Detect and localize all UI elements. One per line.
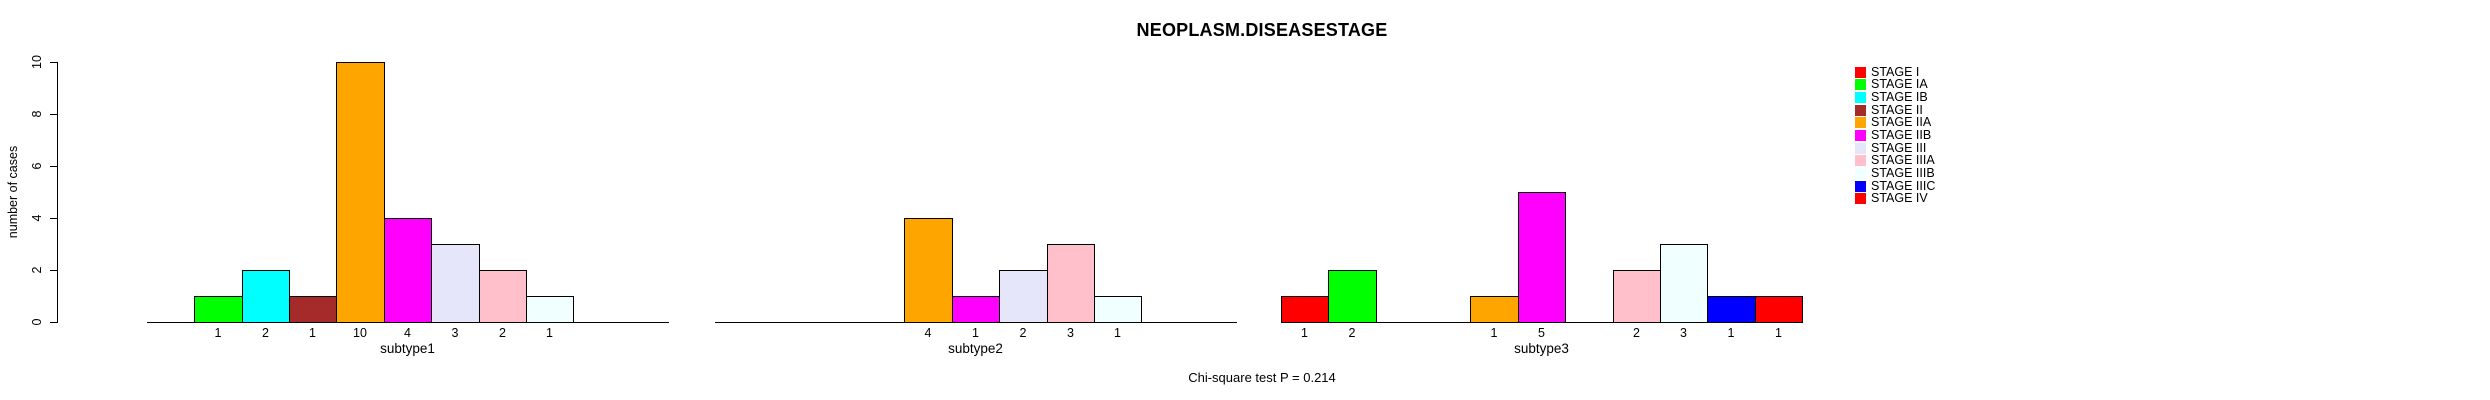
bar-stage-iv (1755, 296, 1803, 323)
y-tick-label: 4 (30, 214, 44, 222)
legend: STAGE I STAGE IA STAGE IB STAGE II STAGE IIA… (1855, 66, 1935, 205)
bar-value-label: 1 (1301, 326, 1308, 340)
y-tick-label: 2 (30, 266, 44, 274)
bar-value-label: 1 (1775, 326, 1782, 340)
bar-value-label: 2 (1348, 326, 1356, 340)
legend-swatch (1855, 79, 1866, 91)
bar-stage-ii (289, 296, 337, 323)
chart-title: NEOPLASM.DISEASESTAGE (1136, 20, 1388, 40)
bar-value-label: 3 (451, 326, 459, 340)
legend-swatch (1855, 92, 1866, 104)
bar-stage-ib (242, 270, 290, 323)
bar-value-label: 10 (353, 326, 367, 340)
bar-stage-iiib (526, 296, 574, 323)
bar-stage-iiib (1660, 244, 1708, 323)
bar-stage-iia (1470, 296, 1519, 323)
y-axis-line (57, 62, 58, 323)
legend-entry: STAGE III (1855, 142, 1935, 155)
bar-stage-ia (194, 296, 243, 323)
bar-stage-iib (952, 296, 1000, 323)
bar-stage-iiic (1707, 296, 1756, 323)
legend-entry: STAGE IIIA (1855, 153, 1935, 168)
bar-value-label: 2 (1019, 326, 1027, 340)
bar-stage-iib (1518, 192, 1566, 323)
legend-swatch (1855, 142, 1866, 154)
legend-swatch (1855, 130, 1866, 142)
legend-label: STAGE IA (1871, 77, 1928, 92)
bar-stage-iii (999, 270, 1048, 323)
legend-entry: STAGE IIB (1855, 129, 1935, 142)
y-tick-label: 0 (30, 318, 44, 326)
bar-value-label: 1 (1114, 326, 1121, 340)
bar-stage-iia (904, 218, 953, 323)
legend-swatch (1855, 155, 1866, 167)
y-tick-label: 10 (30, 55, 44, 69)
bar-value-label: 4 (404, 326, 411, 340)
y-tick (50, 322, 57, 323)
y-tick-label: 6 (30, 162, 44, 170)
legend-entry: STAGE IB (1855, 91, 1935, 104)
bar-value-label: 2 (262, 326, 269, 340)
legend-label: STAGE I (1871, 64, 1920, 79)
legend-label: STAGE IIB (1871, 128, 1932, 143)
chi-square-annotation: Chi-square test P = 0.214 (1188, 370, 1336, 385)
bar-value-label: 1 (309, 326, 316, 340)
x-axis-title: subtype1 (380, 341, 435, 356)
legend-label: STAGE IIIA (1871, 153, 1935, 168)
bar-value-label: 1 (546, 326, 553, 340)
bar-stage-iii (431, 244, 480, 323)
bar-value-label: 1 (1490, 326, 1498, 340)
legend-label: STAGE IIIC (1871, 178, 1936, 193)
y-tick-label: 8 (30, 110, 44, 118)
legend-label: STAGE IB (1871, 90, 1928, 105)
legend-label: STAGE IIA (1871, 115, 1932, 130)
bar-value-label: 2 (499, 326, 506, 340)
bar-value-label: 2 (1633, 326, 1640, 340)
bar-value-label: 3 (1680, 326, 1687, 340)
legend-label: STAGE II (1871, 102, 1923, 117)
bar-value-label: 4 (924, 326, 932, 340)
x-axis-title: subtype2 (948, 341, 1003, 356)
legend-swatch (1855, 117, 1866, 129)
legend-entry: STAGE IA (1855, 77, 1935, 92)
legend-swatch (1855, 104, 1866, 116)
y-tick (50, 218, 57, 219)
y-tick (50, 270, 57, 271)
legend-swatch (1855, 193, 1866, 205)
bar-value-label: 1 (972, 326, 979, 340)
legend-swatch (1855, 168, 1866, 180)
y-axis-label: number of cases (6, 145, 20, 239)
legend-entry: STAGE I (1855, 66, 1935, 79)
bar-stage-iiia (479, 270, 527, 323)
bar-stage-ia (1328, 270, 1377, 323)
bar-stage-iiia (1047, 244, 1095, 323)
x-axis-title: subtype3 (1514, 341, 1569, 356)
bar-value-label: 1 (214, 326, 222, 340)
bar-stage-i (1281, 296, 1329, 323)
legend-entry: STAGE II (1855, 104, 1935, 117)
bar-value-label: 3 (1067, 326, 1074, 340)
legend-label: STAGE IIIB (1871, 166, 1935, 181)
y-tick (50, 114, 57, 115)
y-tick (50, 62, 57, 63)
bar-stage-iia (336, 62, 385, 323)
legend-label: STAGE IV (1871, 191, 1928, 206)
legend-entry: STAGE IIA (1855, 115, 1935, 130)
legend-label: STAGE III (1871, 140, 1927, 155)
bar-stage-iiia (1613, 270, 1661, 323)
bar-stage-iiib (1094, 296, 1142, 323)
legend-swatch (1855, 66, 1866, 78)
bar-value-label: 5 (1538, 326, 1545, 340)
legend-entry: STAGE IV (1855, 191, 1935, 206)
legend-entry: STAGE IIIB (1855, 167, 1935, 180)
y-tick (50, 166, 57, 167)
bar-value-label: 1 (1727, 326, 1735, 340)
legend-entry: STAGE IIIC (1855, 178, 1936, 193)
bar-stage-iib (384, 218, 432, 323)
legend-swatch (1855, 180, 1866, 192)
